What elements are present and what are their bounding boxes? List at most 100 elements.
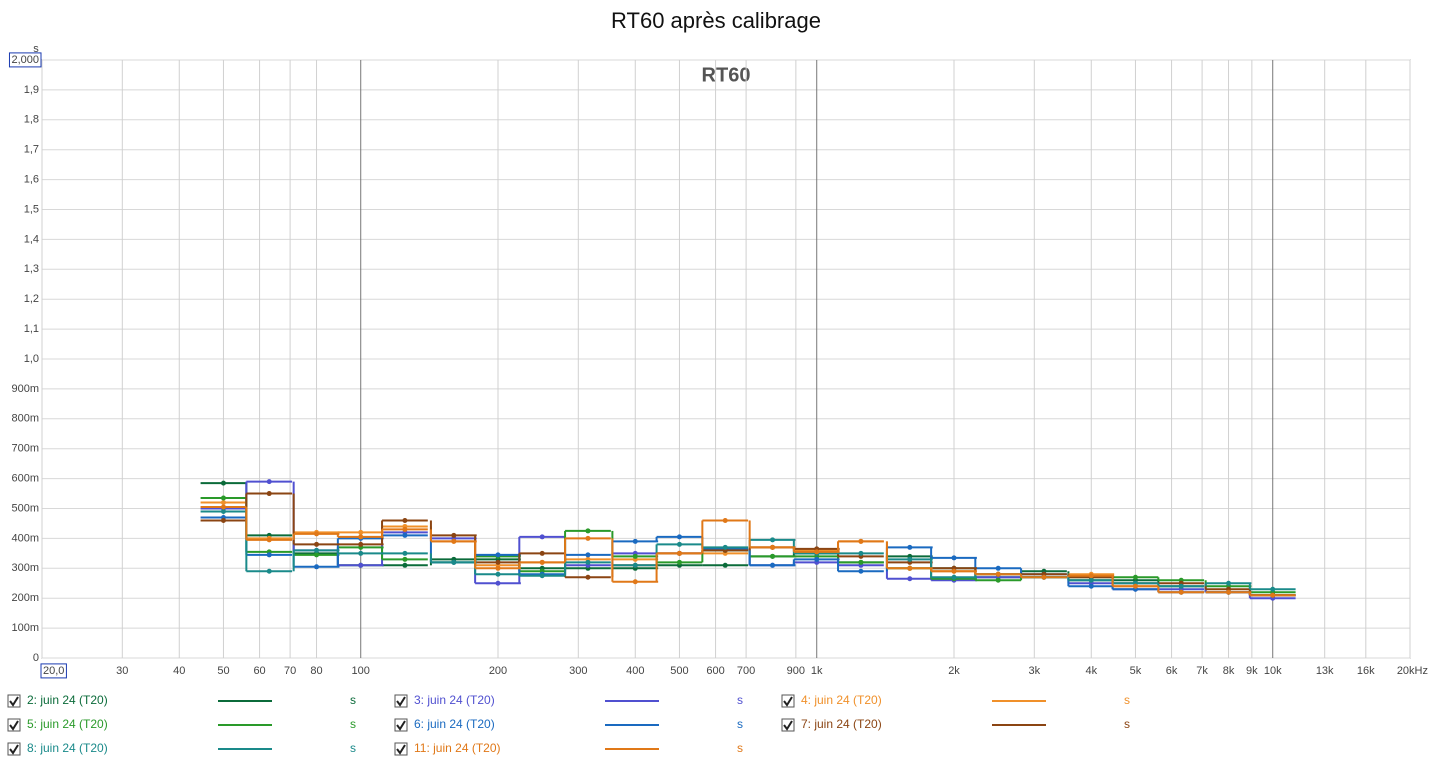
legend-label: 6: juin 24 (T20) (414, 717, 495, 731)
x-tick-label: 70 (284, 665, 296, 677)
point (266, 568, 272, 574)
point (907, 556, 913, 562)
x-tick-label: 600 (706, 665, 724, 677)
x-tick-label: 4k (1085, 665, 1097, 677)
legend-label: 4: juin 24 (T20) (801, 693, 882, 707)
x-tick-label: 20kHz (1397, 665, 1428, 677)
point (1088, 573, 1094, 579)
legend-check (396, 696, 406, 707)
x-tick-label: 9k (1246, 665, 1258, 677)
y-tick-label: 1,3 (24, 263, 39, 275)
series (200, 508, 1296, 592)
point (1088, 583, 1094, 589)
point (1132, 574, 1138, 580)
point (358, 550, 364, 556)
point (858, 559, 864, 565)
point (314, 547, 320, 553)
point (676, 550, 682, 556)
x-tick-label: 13k (1316, 665, 1334, 677)
x-tick-label: 2k (948, 665, 960, 677)
x-tick-label: 30 (116, 665, 128, 677)
x-tick-label: 5k (1130, 665, 1142, 677)
point (314, 541, 320, 547)
legend-label: 3: juin 24 (T20) (414, 693, 495, 707)
point (358, 534, 364, 540)
x-tick-label: 20,0 (43, 665, 64, 677)
y-tick-label: 300m (11, 562, 39, 574)
x-tick-label: 400 (626, 665, 644, 677)
point (402, 556, 408, 562)
point (266, 479, 272, 485)
legend-label: 8: juin 24 (T20) (27, 741, 108, 755)
x-tick-label: 10k (1264, 665, 1282, 677)
point (814, 556, 820, 562)
point (632, 579, 638, 585)
y-tick-label: 800m (11, 413, 39, 425)
point (995, 565, 1001, 571)
y-tick-label: 1,6 (24, 174, 39, 186)
x-tick-label: 900 (787, 665, 805, 677)
y-tick-label: 200m (11, 592, 39, 604)
y-tick-label: 1,2 (24, 293, 39, 305)
legend-label: 11: juin 24 (T20) (414, 741, 501, 755)
point (814, 549, 820, 555)
point (402, 562, 408, 568)
point (676, 534, 682, 540)
point (220, 508, 226, 514)
point (722, 517, 728, 523)
legend-unit: s (350, 693, 356, 707)
legend-label: 2: juin 24 (T20) (27, 693, 108, 707)
legend-check (9, 720, 19, 731)
point (220, 495, 226, 501)
y-tick-label: 1,7 (24, 144, 39, 156)
point (1270, 586, 1276, 592)
x-tick-label: 16k (1357, 665, 1375, 677)
x-tick-label: 1k (811, 665, 823, 677)
point (907, 576, 913, 582)
x-limit-box (40, 663, 67, 679)
legend-check (396, 744, 406, 755)
point (770, 544, 776, 550)
point (539, 534, 545, 540)
point (858, 550, 864, 556)
point (676, 541, 682, 547)
point (266, 552, 272, 558)
legend-unit: s (737, 717, 743, 731)
point (358, 529, 364, 535)
y-tick-label: 1,9 (24, 84, 39, 96)
point (951, 568, 957, 574)
point (266, 491, 272, 497)
legend-unit: s (1124, 717, 1130, 731)
x-tick-label: 7k (1196, 665, 1208, 677)
point (858, 568, 864, 574)
point (402, 526, 408, 532)
point (495, 552, 501, 558)
x-tick-label: 100 (352, 665, 370, 677)
legend-label: 5: juin 24 (T20) (27, 717, 108, 731)
point (451, 559, 457, 565)
point (951, 555, 957, 561)
x-tick-label: 80 (310, 665, 322, 677)
x-tick-label: 700 (737, 665, 755, 677)
point (314, 564, 320, 570)
point (358, 562, 364, 568)
legend-unit: s (1124, 693, 1130, 707)
point (402, 517, 408, 523)
x-tick-label: 500 (670, 665, 688, 677)
y-tick-label: 700m (11, 443, 39, 455)
point (539, 573, 545, 579)
y-tick-label: 400m (11, 532, 39, 544)
y-tick-label: 1,4 (24, 233, 39, 245)
point (1088, 577, 1094, 583)
legend-unit: s (737, 693, 743, 707)
point (770, 562, 776, 568)
x-tick-label: 200 (489, 665, 507, 677)
point (1178, 589, 1184, 595)
legend-unit: s (350, 717, 356, 731)
point (585, 535, 591, 541)
chart-title: RT60 après calibrage (611, 8, 821, 33)
point (951, 574, 957, 580)
y-tick-label: 1,5 (24, 203, 39, 215)
point (995, 577, 1001, 583)
